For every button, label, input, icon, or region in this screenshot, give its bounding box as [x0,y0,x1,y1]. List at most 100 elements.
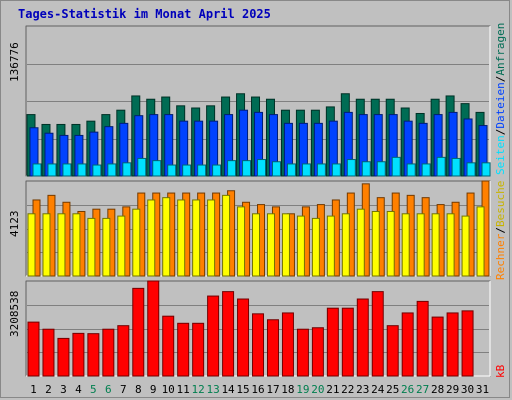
day-label: 13 [206,383,219,396]
day-label: 18 [281,383,294,396]
day-label: 15 [236,383,249,396]
bar-besuche [102,217,111,277]
bar-besuche [311,217,320,277]
bar-besuche [117,215,126,277]
bar-seiten [77,163,87,177]
bar-kb [461,310,474,377]
day-label: 4 [75,383,82,396]
bar-besuche [386,210,395,277]
bar-kb [27,321,40,377]
bar-kb [296,328,309,377]
bar-besuche [296,215,305,277]
bar-seiten [62,163,72,177]
bar-besuche [207,199,216,277]
bar-besuche [162,197,171,277]
bar-besuche [326,215,335,277]
bar-kb [431,316,444,377]
bar-seiten [331,163,341,177]
bar-kb [416,300,429,377]
bar-besuche [192,199,201,277]
day-label: 20 [311,383,324,396]
bar-besuche [42,213,51,277]
bar-seiten [32,163,42,177]
day-label: 16 [251,383,264,396]
bar-besuche [222,194,231,277]
bar-kb [87,333,100,377]
bar-seiten [451,157,461,177]
bar-seiten [242,160,252,177]
day-label: 1 [30,383,37,396]
bar-besuche [356,208,365,277]
bar-seiten [167,164,177,177]
bar-kb [162,315,175,377]
day-label: 12 [192,383,205,396]
day-label: 3 [60,383,67,396]
chart-title: Tages-Statistik im Monat April 2025 [18,7,271,21]
day-label: 27 [416,383,429,396]
day-label: 5 [90,383,97,396]
bar-kb [237,298,250,377]
bar-besuche [177,199,186,277]
bar-kb [341,307,354,377]
bar-besuche [461,215,470,277]
bar-besuche [252,213,261,277]
bar-besuche [237,206,246,277]
bar-seiten [182,164,192,177]
day-label: 2 [45,383,52,396]
day-label: 19 [296,383,309,396]
day-label: 10 [162,383,175,396]
bar-kb [356,298,369,377]
bar-seiten [227,160,237,177]
bar-kb [117,325,130,377]
day-label: 29 [446,383,459,396]
bar-seiten [286,163,296,177]
bar-besuche [281,213,290,277]
bar-kb [386,325,399,377]
bar-besuche [371,210,380,277]
day-label: 24 [371,383,385,396]
day-label: 8 [135,383,142,396]
bar-seiten [346,159,356,177]
bar-kb [222,291,235,377]
day-label: 6 [105,383,112,396]
bar-kb [446,312,459,377]
bar-seiten [122,162,132,177]
bar-seiten [481,162,491,177]
bar-besuche [476,206,485,277]
bar-besuche [147,199,156,277]
bar-kb [207,295,220,377]
bar-kb [147,280,160,377]
bar-seiten [197,164,207,177]
bar-kb [326,307,339,377]
day-label: 11 [177,383,190,396]
day-label: 7 [120,383,127,396]
bar-besuche [416,213,425,277]
bar-besuche [446,213,455,277]
bar-seiten [257,159,267,177]
day-label: 21 [326,383,339,396]
bar-kb [72,332,85,377]
day-label: 14 [221,383,235,396]
bar-seiten [421,163,431,177]
bar-seiten [137,157,147,177]
bar-seiten [152,160,162,177]
bar-seiten [271,161,281,177]
day-label: 17 [266,383,279,396]
bar-seiten [466,162,476,177]
day-label: 26 [401,383,414,396]
bar-seiten [301,163,311,177]
bar-seiten [376,161,386,177]
bar-besuche [266,213,275,277]
bar-seiten [47,163,57,177]
bar-besuche [72,213,81,277]
bar-kb [252,313,265,377]
bar-seiten [92,164,102,177]
bar-kb [311,327,324,377]
bar-besuche [87,217,96,277]
day-label: 22 [341,383,354,396]
bar-kb [177,322,190,377]
bar-kb [281,312,294,377]
bar-seiten [436,156,446,177]
